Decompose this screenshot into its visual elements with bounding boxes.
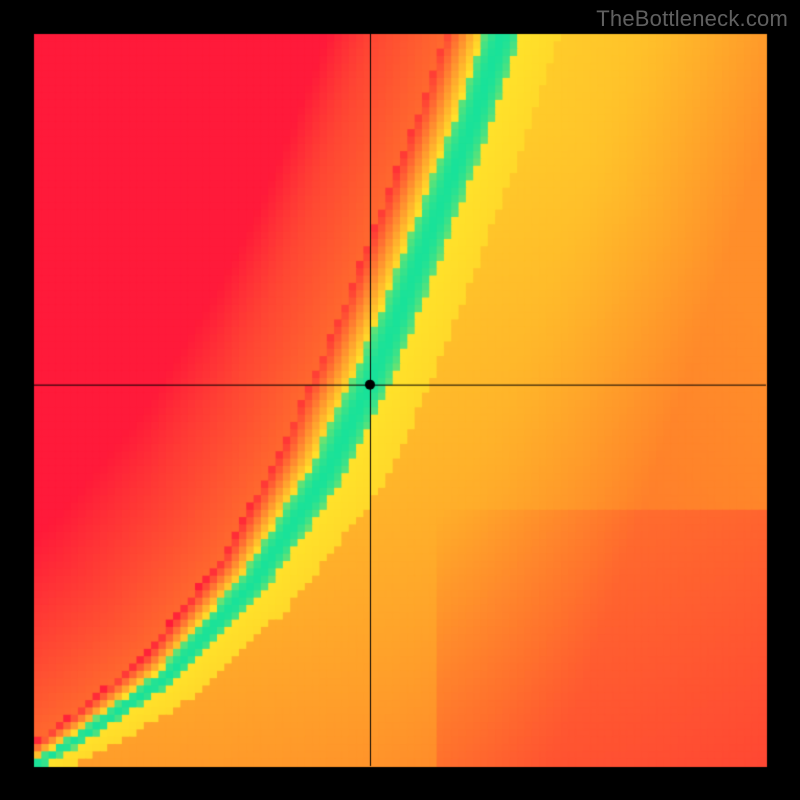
bottleneck-heatmap	[0, 0, 800, 800]
image-frame: TheBottleneck.com	[0, 0, 800, 800]
watermark-text: TheBottleneck.com	[596, 6, 788, 32]
